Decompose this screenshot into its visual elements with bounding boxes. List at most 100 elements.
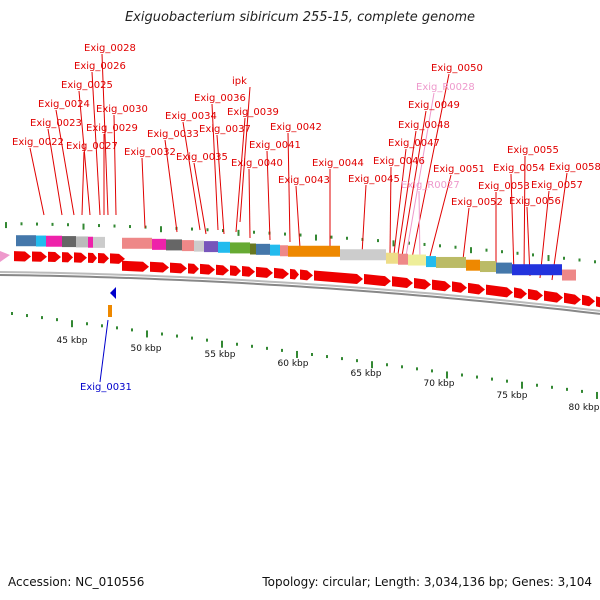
- cog-block: [62, 236, 76, 248]
- gene-label[interactable]: Exig_0050: [431, 63, 483, 74]
- top-tick-marks: [5, 222, 596, 264]
- gene-label[interactable]: Exig_0045: [348, 174, 400, 185]
- gene-label[interactable]: Exig_0041: [249, 140, 301, 151]
- gene-label[interactable]: Exig_0030: [96, 104, 148, 115]
- gene-label[interactable]: Exig_0049: [408, 100, 460, 111]
- gene-label[interactable]: Exig_0043: [278, 175, 330, 186]
- gene-label[interactable]: Exig_0051: [433, 164, 485, 175]
- gene-label[interactable]: Exig_0025: [61, 80, 113, 91]
- cog-block: [340, 249, 386, 261]
- gene-arrow: [300, 269, 313, 281]
- leader-line: [510, 173, 515, 275]
- scale-label: 55 kbp: [205, 350, 236, 360]
- leader-line: [141, 157, 146, 229]
- gene-label[interactable]: Exig_0023: [30, 118, 82, 129]
- leader-line: [55, 109, 75, 216]
- leader-line: [91, 71, 101, 216]
- gene-label[interactable]: Exig_0036: [194, 93, 246, 104]
- cog-block: [36, 235, 46, 247]
- leader-line: [551, 172, 568, 281]
- gene-arrow: [230, 265, 241, 277]
- cog-block: [562, 269, 576, 281]
- gene-label[interactable]: Exig_0040: [231, 158, 283, 169]
- label-leader-lines: [29, 53, 568, 383]
- leader-line: [523, 155, 526, 275]
- gene-label[interactable]: Exig_0042: [270, 122, 322, 133]
- leader-line: [211, 103, 219, 231]
- gene-arrow: [62, 252, 73, 263]
- gene-label[interactable]: Exig_R0027: [401, 180, 460, 191]
- backbone-line: [0, 274, 600, 315]
- gene-labels[interactable]: Exig_0028 Exig_0026 Exig_0025 Exig_0024 Exig…: [12, 43, 600, 393]
- cog-block: [386, 252, 398, 264]
- leader-line: [239, 86, 251, 223]
- gene-label[interactable]: Exig_0031: [80, 382, 132, 393]
- gene-arrow-track: [0, 251, 600, 308]
- gene-arrow: [256, 266, 273, 278]
- cog-block: [256, 243, 270, 255]
- gene-label[interactable]: Exig_0047: [388, 138, 440, 149]
- gene-label[interactable]: Exig_0058: [549, 162, 600, 173]
- gene-label[interactable]: Exig_0057: [531, 180, 583, 191]
- scale-label: 80 kbp: [569, 403, 600, 413]
- cog-block: [152, 238, 166, 250]
- gene-arrow: [392, 276, 413, 288]
- gene-label[interactable]: Exig_0024: [38, 99, 90, 110]
- gene-arrow: [514, 287, 527, 299]
- cog-block: [270, 244, 280, 256]
- gene-arrow: [170, 262, 187, 274]
- gene-label[interactable]: Exig_0053: [478, 181, 530, 192]
- scale-label: 65 kbp: [351, 369, 382, 379]
- gene-label[interactable]: Exig_0037: [199, 124, 251, 135]
- gene-label[interactable]: Exig_0044: [312, 158, 364, 169]
- gene-label[interactable]: Exig_0054: [493, 163, 545, 174]
- accession-text: Accession: NC_010556: [8, 575, 145, 589]
- gene-label[interactable]: ipk: [232, 76, 247, 87]
- rna-arrow: [0, 251, 10, 262]
- cog-block: [280, 245, 288, 257]
- leader-line: [389, 166, 392, 255]
- gene-label[interactable]: Exig_0055: [507, 145, 559, 156]
- gene-label[interactable]: Exig_R0028: [416, 82, 475, 93]
- gene-label[interactable]: Exig_0029: [86, 123, 138, 134]
- gene-arrow: [468, 282, 485, 295]
- gene-label[interactable]: Exig_0035: [176, 152, 228, 163]
- gene-label[interactable]: Exig_0039: [227, 107, 279, 118]
- leader-line: [101, 53, 109, 216]
- gene-label[interactable]: Exig_0027: [66, 141, 118, 152]
- leader-line: [78, 90, 91, 216]
- gene-arrow: [150, 261, 169, 273]
- cog-block: [16, 235, 36, 247]
- leader-line: [235, 117, 246, 233]
- gene-arrow: [216, 264, 229, 276]
- leader-line: [393, 148, 407, 255]
- gene-label[interactable]: Exig_0052: [451, 197, 503, 208]
- cog-block: [426, 256, 436, 268]
- leader-line: [405, 92, 435, 257]
- gene-label[interactable]: Exig_0046: [373, 156, 425, 167]
- backbone-line: [0, 271, 600, 312]
- leader-line: [295, 185, 301, 249]
- leader-line: [29, 147, 45, 216]
- gene-label[interactable]: Exig_0028: [84, 43, 136, 54]
- gene-arrow: [486, 284, 513, 298]
- gene-label[interactable]: Exig_0026: [74, 61, 126, 72]
- leader-line: [182, 121, 201, 231]
- cog-block: [122, 237, 152, 249]
- gene-arrow: [98, 253, 109, 264]
- gene-label[interactable]: Exig_0033: [147, 129, 199, 140]
- leader-line: [361, 184, 367, 255]
- gene-label[interactable]: Exig_0048: [398, 120, 450, 131]
- reverse-gene-arrow: [110, 287, 116, 299]
- gene-arrow: [200, 263, 215, 275]
- gene-arrow: [122, 260, 149, 272]
- leader-line: [397, 130, 417, 255]
- scale-label: 45 kbp: [57, 336, 88, 346]
- gene-label[interactable]: Exig_0032: [124, 147, 176, 158]
- scale-tick-marks: [11, 312, 598, 399]
- gene-label[interactable]: Exig_0034: [165, 111, 217, 122]
- cog-block: [218, 241, 230, 253]
- gene-label[interactable]: Exig_0056: [509, 196, 561, 207]
- gene-label[interactable]: Exig_0022: [12, 137, 64, 148]
